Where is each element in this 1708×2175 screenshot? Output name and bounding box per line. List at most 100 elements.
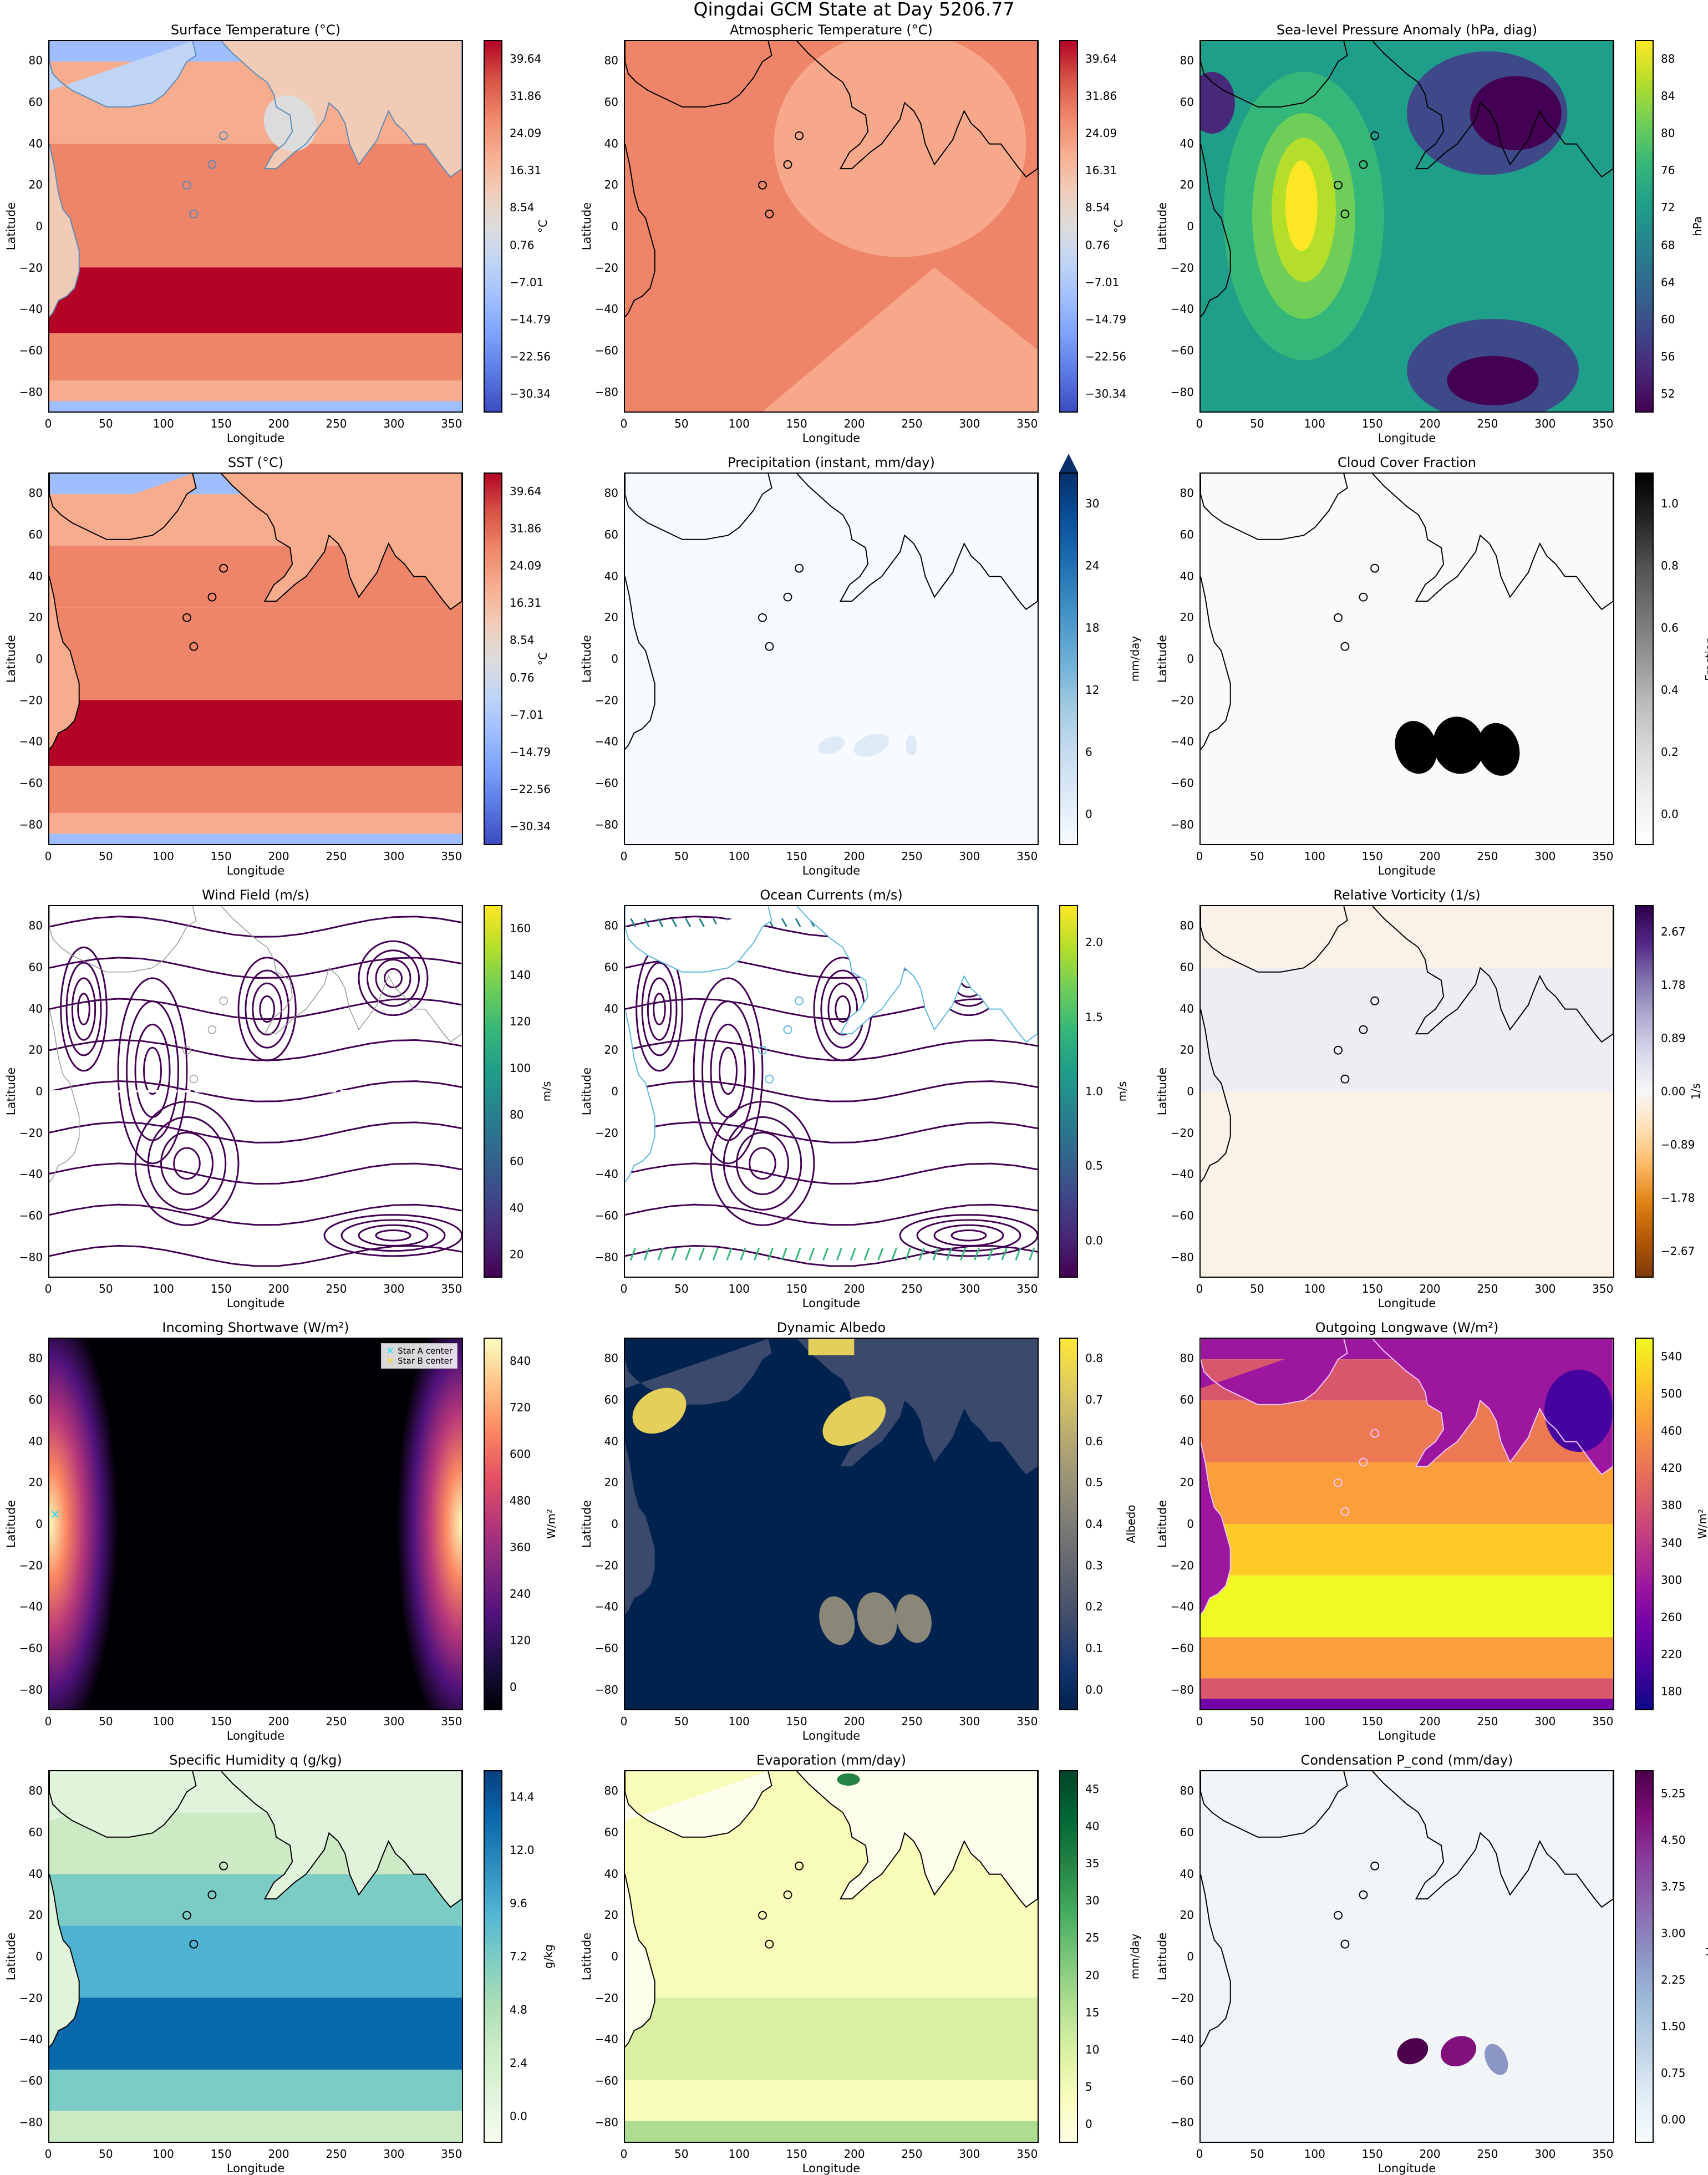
colorbar-tick-label: 0.6	[1661, 621, 1679, 634]
x-tick-label: 250	[326, 1282, 347, 1295]
temp-band-8	[49, 401, 462, 411]
y-tick-label: 60	[1180, 961, 1194, 974]
x-tick-label: 150	[786, 2147, 807, 2161]
y-tick-label: 40	[28, 1002, 43, 1015]
low-north-core	[1470, 76, 1562, 150]
arrow-s-257	[918, 1247, 925, 1261]
y-axis-label: Latitude	[1156, 202, 1170, 251]
y-tick-label: 80	[28, 54, 43, 68]
precipitation-field	[625, 474, 1038, 844]
x-tick-label: 200	[843, 2147, 865, 2161]
colorbar-tick-label: 0	[1085, 807, 1092, 821]
y-tick-label: 20	[604, 1043, 618, 1057]
x-tick-label: 150	[786, 1282, 807, 1295]
colorbar-tick-label: 120	[510, 1634, 531, 1647]
coastline-0	[1201, 41, 1348, 108]
land-fill-north	[49, 474, 196, 540]
coastline-0	[625, 906, 772, 973]
x-tick-label: 150	[786, 850, 807, 863]
cond-blob-3	[1485, 2044, 1508, 2075]
y-tick-label: 80	[1180, 1351, 1194, 1365]
cond-blob-1	[1397, 2038, 1429, 2065]
coastline-0	[49, 906, 197, 973]
coastline-0	[1201, 906, 1348, 973]
x-axis-label: Longitude	[802, 1729, 861, 1742]
island-1	[1340, 1507, 1350, 1516]
y-tick-label: 20	[28, 178, 43, 192]
q-band-5	[49, 2070, 462, 2111]
colorbar-tick-label: 31.86	[510, 521, 542, 535]
x-tick-label: 250	[1477, 417, 1498, 430]
y-tick-label: 20	[1180, 1476, 1194, 1490]
chart-panel-olr: Outgoing Longwave (W/m²) 80 60 40 20 0 −20 −40−…	[1156, 1298, 1708, 1742]
x-tick-label: 50	[99, 850, 113, 863]
current-1-2	[827, 982, 858, 1036]
panel-title: Ocean Currents (m/s)	[760, 887, 903, 903]
x-tick-label: 100	[728, 417, 750, 430]
y-tick-label: −60	[1170, 1209, 1194, 1222]
island-1	[765, 209, 774, 218]
x-tick-label: 150	[1361, 2147, 1383, 2161]
colorbar-tick-label: 0.5	[1085, 1476, 1103, 1490]
x-axis-label: Longitude	[1377, 431, 1436, 445]
colorbar-unit-label: mm/day	[1704, 1933, 1708, 1980]
y-tick-label: −20	[19, 261, 43, 275]
arrow-s-281	[946, 1247, 953, 1261]
current-zonal-20	[625, 1039, 1038, 1061]
x-tick-label: 200	[843, 417, 865, 430]
island-1	[189, 642, 199, 651]
colorbar-tick-label: 300	[1661, 1573, 1682, 1587]
land-fill-west	[49, 63, 79, 317]
x-tick-label: 350	[1592, 2147, 1614, 2161]
x-tick-label: 300	[959, 417, 980, 430]
y-axis-label: Latitude	[4, 1067, 18, 1116]
colorbar-tick-label: 12	[1085, 683, 1100, 697]
streamline-zonal-60	[49, 957, 462, 979]
colorbar-tick-label: 0	[510, 1680, 517, 1694]
arrow-s-353	[1029, 1247, 1035, 1261]
arrow-s-317	[987, 1247, 994, 1261]
y-tick-label: 40	[28, 1867, 43, 1881]
x-axis-label: Longitude	[802, 431, 861, 445]
y-axis-label: Latitude	[1156, 1067, 1170, 1116]
y-axis-label: Latitude	[1156, 634, 1170, 683]
x-tick-label: 200	[268, 1715, 289, 1728]
streamline-5-3	[65, 962, 102, 1056]
x-tick-label: 50	[1250, 2147, 1264, 2161]
panel-title: Relative Vorticity (1/s)	[1333, 887, 1481, 903]
island-2	[783, 592, 792, 602]
cool-patch	[263, 95, 317, 151]
x-axis-label: Longitude	[226, 1297, 285, 1310]
island-3	[1370, 131, 1380, 140]
colorbar-tick-label: −7.01	[510, 275, 544, 289]
chart-panel-surface_temperature: Surface Temperature (°C) 80 60 40 20 0 −20 −40−…	[4, 0, 551, 445]
y-axis-label: Latitude	[4, 634, 18, 683]
x-tick-label: 350	[441, 1282, 462, 1295]
x-tick-label: 250	[1477, 2147, 1498, 2161]
x-tick-label: 0	[1196, 1282, 1203, 1295]
coastline-2	[221, 41, 462, 178]
land-fill-north	[1201, 1339, 1348, 1405]
land-fill-north	[49, 41, 196, 107]
x-tick-label: 350	[1592, 1282, 1614, 1295]
colorbar-unit-label: mm/day	[1128, 1933, 1142, 1980]
y-axis-label: Latitude	[1156, 1932, 1170, 1981]
colorbar-tick-label: 720	[510, 1401, 531, 1414]
streamline-0-1	[143, 1046, 162, 1095]
chart-panel-condensation: Condensation P_cond (mm/day) 80 60 40 20 0 −20…	[1156, 1730, 1708, 2175]
olr-band-5	[1201, 1575, 1613, 1638]
streamline-zonal-20	[49, 1039, 462, 1061]
streamline-1-3	[245, 969, 289, 1049]
island-1	[765, 642, 774, 651]
sw-day-east	[353, 1339, 462, 1709]
y-tick-label: −20	[1170, 1558, 1194, 1572]
atmospheric_temperature-field	[625, 41, 1038, 411]
sst-band-5	[49, 765, 462, 814]
current-3-1	[749, 1147, 776, 1180]
sst-field	[49, 474, 462, 844]
island-3	[795, 563, 804, 573]
x-tick-label: 50	[1250, 1282, 1264, 1295]
streamline-4-3	[340, 1219, 446, 1252]
x-tick-label: 350	[441, 2147, 462, 2161]
y-tick-label: 80	[604, 1784, 618, 1798]
